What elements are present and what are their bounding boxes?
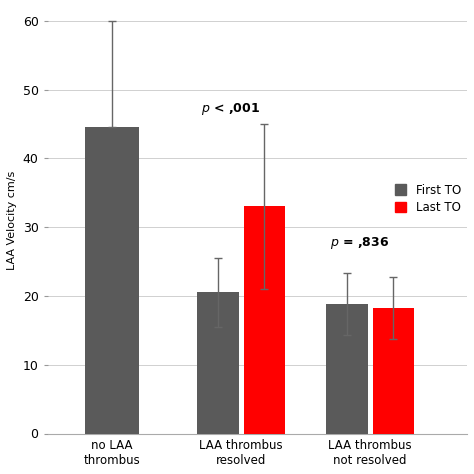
Bar bbox=[85, 128, 139, 434]
Text: $\it{p}$ < ,001: $\it{p}$ < ,001 bbox=[201, 101, 260, 117]
Bar bbox=[327, 304, 368, 434]
Legend: First TO, Last TO: First TO, Last TO bbox=[395, 183, 461, 214]
Bar bbox=[373, 308, 414, 434]
Bar bbox=[197, 292, 238, 434]
Bar bbox=[244, 207, 285, 434]
Y-axis label: LAA Velocity cm/s: LAA Velocity cm/s bbox=[7, 171, 17, 270]
Text: $\it{p}$ = ,836: $\it{p}$ = ,836 bbox=[330, 235, 390, 251]
